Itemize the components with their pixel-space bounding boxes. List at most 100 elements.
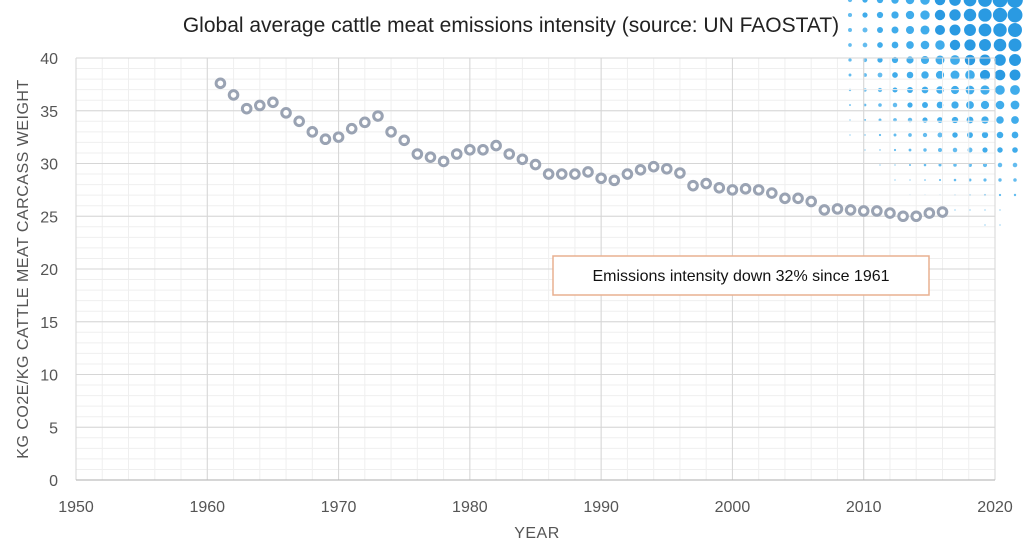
decorative-dot [967, 132, 973, 138]
data-point [267, 96, 279, 109]
data-point [437, 155, 450, 168]
data-point-ring [385, 126, 397, 138]
decorative-dot [993, 38, 1007, 52]
decorative-dot [952, 132, 958, 138]
data-point [319, 133, 332, 146]
x-tick-label: 2020 [977, 499, 1013, 516]
data-point [674, 167, 686, 179]
data-point-ring [490, 139, 502, 152]
decorative-dot [953, 178, 957, 182]
decorative-dot [934, 0, 946, 6]
decorative-dot [894, 179, 896, 181]
y-tick-label: 25 [40, 209, 58, 226]
data-point-ring [726, 184, 739, 196]
decorative-dot [984, 209, 986, 211]
data-point-ring [792, 192, 804, 205]
data-point-ring [805, 195, 818, 208]
data-point-ring [923, 207, 936, 219]
decorative-dot [966, 116, 974, 124]
data-point-ring [582, 166, 594, 178]
data-point [359, 116, 371, 129]
data-point-ring [660, 162, 673, 175]
data-point-ring [713, 181, 726, 194]
data-point [897, 210, 909, 223]
data-point-ring [293, 115, 305, 128]
decorative-dot [863, 103, 867, 107]
y-tick-label: 15 [40, 315, 58, 332]
data-point-ring [267, 96, 279, 109]
decorative-dot [876, 0, 884, 4]
decorative-dot [879, 164, 881, 166]
decorative-dot [920, 55, 930, 65]
data-point [227, 89, 240, 101]
decorative-dot [879, 149, 881, 151]
data-point [687, 179, 699, 192]
data-point [529, 158, 542, 171]
decorative-dot [1009, 69, 1021, 81]
decorative-dot [922, 117, 928, 123]
data-point-ring [555, 168, 568, 180]
decorative-dot [864, 134, 866, 136]
decorative-dot [907, 102, 913, 108]
decorative-dot [862, 12, 868, 18]
data-point [857, 205, 870, 217]
decorative-dot [966, 101, 974, 109]
data-point [700, 177, 712, 190]
decorative-dot [997, 162, 1003, 168]
decorative-dot [965, 70, 975, 80]
data-point-ring [332, 131, 345, 143]
decorative-dot [978, 8, 992, 22]
data-point [608, 174, 621, 187]
decorative-dot [964, 54, 976, 66]
decorative-dot [878, 103, 882, 107]
decorative-dot [877, 57, 883, 63]
data-point [844, 204, 857, 216]
decorative-dot [949, 39, 961, 51]
decorative-dot [978, 23, 992, 37]
data-point [411, 148, 424, 160]
data-point-ring [831, 203, 844, 215]
decorative-dot [951, 116, 959, 124]
data-point [372, 110, 384, 122]
data-point [477, 143, 489, 156]
decorative-dot [937, 132, 943, 138]
decorative-dot [964, 24, 976, 36]
decorative-dot [1007, 7, 1023, 23]
decorative-dot [969, 209, 971, 211]
data-point-ring [936, 206, 949, 218]
data-point [726, 184, 739, 196]
decorative-dot [935, 40, 945, 50]
decorative-dot [992, 7, 1008, 23]
decorative-dot [951, 101, 959, 109]
decorative-dot [979, 54, 991, 66]
decorative-dot [905, 10, 915, 20]
x-tick-label: 2010 [846, 499, 882, 516]
data-point-ring [779, 192, 791, 205]
decorative-dot [905, 25, 915, 35]
decorative-dot [981, 131, 989, 139]
data-point [240, 102, 253, 115]
data-point-ring [871, 205, 883, 217]
decorative-dot [878, 133, 882, 137]
annotation-text: Emissions intensity down 32% since 1961 [592, 268, 889, 285]
decorative-dot [920, 0, 930, 5]
decorative-dot [984, 224, 986, 226]
data-point-ring [253, 99, 266, 112]
decorative-dot [954, 209, 956, 211]
data-point [280, 107, 292, 119]
data-point-ring [844, 204, 857, 216]
data-point-ring [240, 102, 253, 115]
decorative-dot [950, 70, 960, 80]
decorative-dot [936, 101, 944, 109]
decorative-dot [938, 163, 942, 167]
decorative-dot [905, 0, 915, 5]
decorative-dot [877, 42, 883, 48]
decorative-dot [906, 56, 914, 64]
decorative-dot [894, 164, 896, 166]
x-tick-label: 1960 [189, 499, 225, 516]
data-point-ring [700, 177, 712, 190]
decorative-dot [992, 0, 1008, 8]
decorative-dot [999, 209, 1001, 211]
data-point [634, 164, 647, 176]
